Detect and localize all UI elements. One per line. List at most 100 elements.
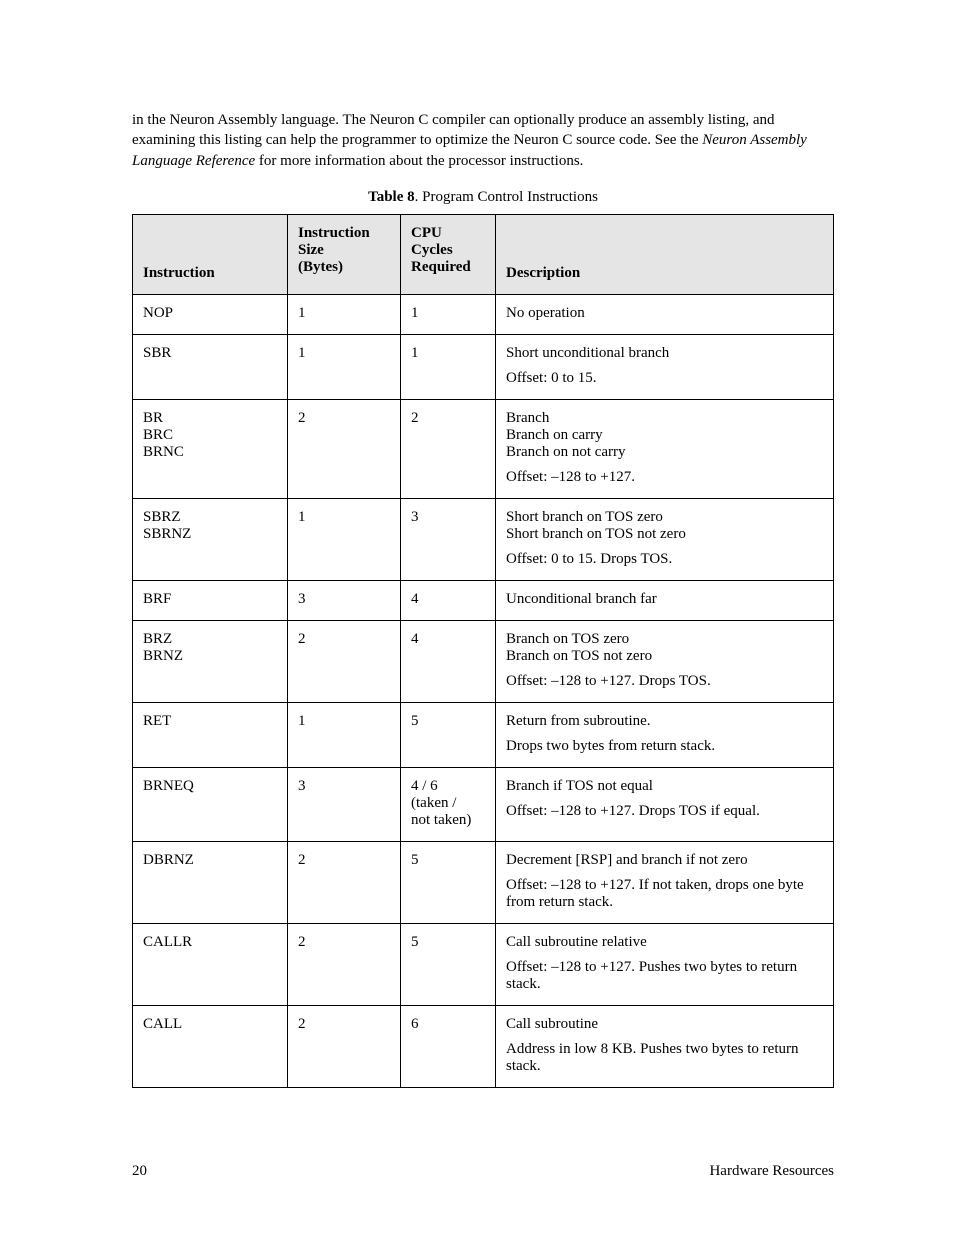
cell-description: Return from subroutine. Drops two bytes f… (496, 702, 834, 767)
intro-paragraph: in the Neuron Assembly language. The Neu… (132, 110, 834, 171)
cell-size: 1 (288, 498, 401, 580)
cell-cycles: 3 (401, 498, 496, 580)
description-paragraph: Address in low 8 KB. Pushes two bytes to… (506, 1041, 823, 1075)
description-paragraph: Offset: 0 to 15. (506, 370, 823, 387)
table-row: CALL26 Call subroutine Address in low 8 KB… (133, 1005, 834, 1087)
header-size: Instruction Size (Bytes) (288, 214, 401, 294)
table-caption: Table 8. Program Control Instructions (132, 189, 834, 206)
cell-cycles: 5 (401, 923, 496, 1005)
description-paragraph: Short unconditional branch (506, 345, 823, 362)
table-row: BRNEQ34 / 6 (taken / not taken)Branch if… (133, 767, 834, 841)
header-size-l2: Size (298, 242, 324, 258)
section-title: Hardware Resources (709, 1163, 834, 1180)
table-row: NOP11No operation (133, 294, 834, 334)
cell-instruction: RET (133, 702, 288, 767)
description-paragraph: Branch if TOS not equal (506, 778, 823, 795)
description-paragraph: Offset: –128 to +127. Drops TOS if equal… (506, 803, 823, 820)
cell-instruction: DBRNZ (133, 841, 288, 923)
caption-bold: Table 8 (368, 189, 415, 205)
table-header-row: Instruction Instruction Size (Bytes) CPU… (133, 214, 834, 294)
description-paragraph: Call subroutine (506, 1016, 823, 1033)
table-body: NOP11No operationSBR11Short unconditiona… (133, 294, 834, 1087)
cell-instruction: SBR (133, 334, 288, 399)
cell-description: Call subroutine relative Offset: –128 to … (496, 923, 834, 1005)
cell-cycles: 5 (401, 841, 496, 923)
cell-size: 3 (288, 767, 401, 841)
table-row: BRF34 Unconditional branch far (133, 580, 834, 620)
description-paragraph: Decrement [RSP] and branch if not zero (506, 852, 823, 869)
cell-description: Call subroutine Address in low 8 KB. Push… (496, 1005, 834, 1087)
cell-size: 2 (288, 923, 401, 1005)
cell-instruction: CALLR (133, 923, 288, 1005)
description-paragraph: Branch on TOS zero Branch on TOS not zer… (506, 631, 823, 665)
description-paragraph: Offset: 0 to 15. Drops TOS. (506, 551, 823, 568)
cell-cycles: 4 / 6 (taken / not taken) (401, 767, 496, 841)
cell-cycles: 1 (401, 334, 496, 399)
header-size-l3: (Bytes) (298, 259, 343, 275)
cell-instruction: SBRZ SBRNZ (133, 498, 288, 580)
description-paragraph: Offset: –128 to +127. Drops TOS. (506, 673, 823, 690)
table-row: CALLR25 Call subroutine relative Offset: –… (133, 923, 834, 1005)
cell-size: 2 (288, 1005, 401, 1087)
cell-description: Branch if TOS not equal Offset: –128 to +… (496, 767, 834, 841)
header-instruction: Instruction (133, 214, 288, 294)
header-cycles-l3: Required (411, 259, 471, 275)
cell-size: 2 (288, 620, 401, 702)
cell-cycles: 4 (401, 620, 496, 702)
table-row: BRZ BRNZ24 Branch on TOS zero Branch on T… (133, 620, 834, 702)
description-paragraph: Drops two bytes from return stack. (506, 738, 823, 755)
table-row: RET15 Return from subroutine. Drops two by… (133, 702, 834, 767)
cell-description: Branch Branch on carry Branch on not car… (496, 399, 834, 498)
description-paragraph: Call subroutine relative (506, 934, 823, 951)
intro-text-1: in the Neuron Assembly language. The Neu… (132, 112, 775, 148)
cell-cycles: 5 (401, 702, 496, 767)
table-row: SBR11Short unconditional branchOffset: 0… (133, 334, 834, 399)
description-paragraph: No operation (506, 305, 823, 322)
page-number: 20 (132, 1163, 147, 1180)
cell-size: 1 (288, 334, 401, 399)
cell-cycles: 1 (401, 294, 496, 334)
cell-size: 1 (288, 702, 401, 767)
cell-cycles: 2 (401, 399, 496, 498)
cell-description: No operation (496, 294, 834, 334)
cell-size: 3 (288, 580, 401, 620)
header-cycles-l2: Cycles (411, 242, 453, 258)
cell-size: 2 (288, 399, 401, 498)
cell-description: Short branch on TOS zero Short branch on… (496, 498, 834, 580)
description-paragraph: Branch Branch on carry Branch on not car… (506, 410, 823, 461)
page-footer: 20 Hardware Resources (132, 1163, 834, 1180)
header-cycles: CPU Cycles Required (401, 214, 496, 294)
cell-instruction: BRF (133, 580, 288, 620)
cell-cycles: 4 (401, 580, 496, 620)
cell-cycles: 6 (401, 1005, 496, 1087)
page: in the Neuron Assembly language. The Neu… (0, 0, 954, 1235)
description-paragraph: Unconditional branch far (506, 591, 823, 608)
header-description-label: Description (506, 265, 580, 281)
cell-instruction: BRNEQ (133, 767, 288, 841)
description-paragraph: Short branch on TOS zero Short branch on… (506, 509, 823, 543)
description-paragraph: Offset: –128 to +127. (506, 469, 823, 486)
cell-description: Branch on TOS zero Branch on TOS not zer… (496, 620, 834, 702)
table-row: BR BRC BRNC22Branch Branch on carry Bran… (133, 399, 834, 498)
description-paragraph: Offset: –128 to +127. Pushes two bytes t… (506, 959, 823, 993)
cell-instruction: BRZ BRNZ (133, 620, 288, 702)
cell-instruction: BR BRC BRNC (133, 399, 288, 498)
description-paragraph: Return from subroutine. (506, 713, 823, 730)
cell-instruction: NOP (133, 294, 288, 334)
cell-size: 2 (288, 841, 401, 923)
caption-rest: . Program Control Instructions (415, 189, 598, 205)
cell-description: Unconditional branch far (496, 580, 834, 620)
header-instruction-label: Instruction (143, 265, 215, 281)
instructions-table: Instruction Instruction Size (Bytes) CPU… (132, 214, 834, 1088)
cell-instruction: CALL (133, 1005, 288, 1087)
header-size-l1: Instruction (298, 225, 370, 241)
table-row: DBRNZ25Decrement [RSP] and branch if not… (133, 841, 834, 923)
description-paragraph: Offset: –128 to +127. If not taken, drop… (506, 877, 823, 911)
cell-description: Decrement [RSP] and branch if not zero Of… (496, 841, 834, 923)
cell-description: Short unconditional branch Offset: 0 to 1… (496, 334, 834, 399)
intro-text-2: for more information about the processor… (255, 153, 583, 169)
table-row: SBRZ SBRNZ13 Short branch on TOS zero Sho… (133, 498, 834, 580)
cell-size: 1 (288, 294, 401, 334)
header-description: Description (496, 214, 834, 294)
header-cycles-l1: CPU (411, 225, 442, 241)
